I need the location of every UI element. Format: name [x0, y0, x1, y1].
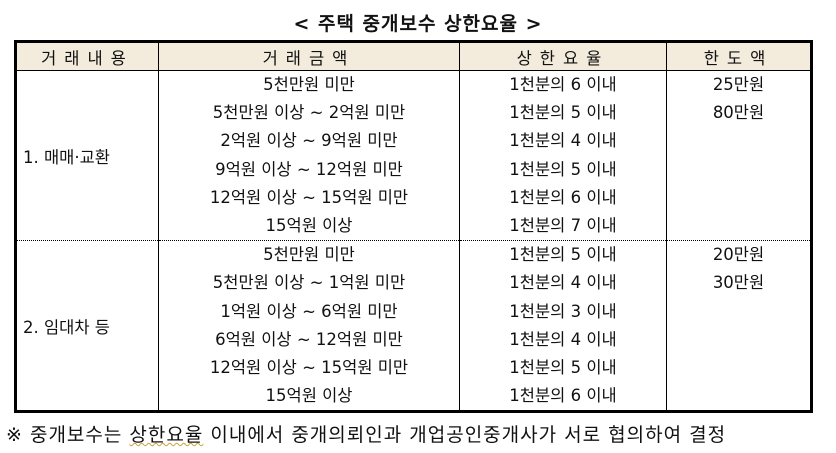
transaction-type-cell: 2. 임대차 등 [15, 240, 159, 412]
limit-cell [666, 353, 812, 383]
footnote: ※ 중개보수는 상한요율 이내에서 중개의뢰인과 개업공인중개사가 서로 협의하… [6, 420, 726, 447]
brokerage-fee-table: 거래내용 거래금액 상한요율 한도액 1. 매매·교환 5천만원 미만 1천분의 6… [14, 40, 813, 414]
table-row: 6억원 이상 ~ 12억원 미만 1천분의 4 이내 [16, 325, 812, 354]
footnote-suffix: 이내에서 중개의뢰인과 개업공인중개사가 서로 협의하여 결정 [203, 424, 727, 446]
rate-cell: 1천분의 3 이내 [459, 297, 667, 326]
amount-cell: 5천만원 미만 [158, 240, 460, 270]
amount-cell: 12억원 이상 ~ 15억원 미만 [158, 353, 460, 383]
rate-cell: 1천분의 6 이내 [459, 183, 667, 212]
table-row: 5천만원 이상 ~ 2억원 미만 1천분의 5 이내 80만원 [16, 99, 812, 128]
amount-cell: 5천만원 미만 [158, 70, 460, 100]
header-transaction-type: 거래내용 [15, 41, 159, 71]
amount-cell: 15억원 이상 [158, 211, 460, 241]
amount-cell: 5천만원 이상 ~ 1억원 미만 [158, 269, 460, 298]
amount-cell: 6억원 이상 ~ 12억원 미만 [158, 325, 460, 354]
table-row: 15억원 이상 1천분의 7 이내 [16, 211, 812, 241]
amount-cell: 5천만원 이상 ~ 2억원 미만 [158, 99, 460, 128]
header-max-rate: 상한요율 [459, 41, 667, 71]
transaction-type-cell: 1. 매매·교환 [15, 70, 159, 241]
rate-cell: 1천분의 6 이내 [459, 70, 667, 100]
rate-cell: 1천분의 5 이내 [459, 99, 667, 128]
rate-cell: 1천분의 4 이내 [459, 127, 667, 156]
table-row: 12억원 이상 ~ 15억원 미만 1천분의 6 이내 [16, 183, 812, 212]
amount-cell: 12억원 이상 ~ 15억원 미만 [158, 183, 460, 212]
footnote-underlined-term: 상한요율 [129, 424, 204, 446]
rate-cell: 1천분의 7 이내 [459, 211, 667, 241]
table-row: 12억원 이상 ~ 15억원 미만 1천분의 5 이내 [16, 353, 812, 383]
rate-cell: 1천분의 5 이내 [459, 240, 667, 270]
limit-cell [666, 211, 812, 241]
header-limit: 한도액 [666, 41, 812, 71]
table-row: 1억원 이상 ~ 6억원 미만 1천분의 3 이내 [16, 297, 812, 326]
table-row: 1. 매매·교환 5천만원 미만 1천분의 6 이내 25만원 [15, 70, 812, 241]
table-row: 15억원 이상 1천분의 6 이내 [16, 382, 812, 412]
limit-cell [666, 297, 812, 326]
rate-cell: 1천분의 6 이내 [459, 382, 667, 412]
limit-cell: 80만원 [666, 99, 812, 128]
rate-cell: 1천분의 4 이내 [459, 269, 667, 298]
table-row: 2. 임대차 등 5천만원 미만 1천분의 5 이내 20만원 [15, 240, 812, 412]
limit-cell: 20만원 [666, 240, 812, 270]
table-row: 9억원 이상 ~ 12억원 미만 1천분의 5 이내 [16, 155, 812, 184]
limit-cell [666, 325, 812, 354]
table-row: 2억원 이상 ~ 9억원 미만 1천분의 4 이내 [16, 127, 812, 156]
limit-cell [666, 183, 812, 212]
amount-cell: 15억원 이상 [158, 382, 460, 412]
rate-cell: 1천분의 4 이내 [459, 325, 667, 354]
amount-cell: 9억원 이상 ~ 12억원 미만 [158, 155, 460, 184]
limit-cell [666, 155, 812, 184]
page-title: < 주택 중개보수 상한요율 > [293, 13, 543, 35]
limit-cell: 30만원 [666, 269, 812, 298]
amount-cell: 1억원 이상 ~ 6억원 미만 [158, 297, 460, 326]
rate-cell: 1천분의 5 이내 [459, 353, 667, 383]
rate-cell: 1천분의 5 이내 [459, 155, 667, 184]
amount-cell: 2억원 이상 ~ 9억원 미만 [158, 127, 460, 156]
header-transaction-amount: 거래금액 [158, 41, 460, 71]
limit-cell: 25만원 [666, 70, 812, 100]
header-row: 거래내용 거래금액 상한요율 한도액 [15, 41, 812, 71]
footnote-prefix: ※ 중개보수는 [6, 424, 130, 446]
limit-cell [666, 127, 812, 156]
limit-cell [666, 382, 812, 412]
table-row: 5천만원 이상 ~ 1억원 미만 1천분의 4 이내 30만원 [16, 269, 812, 298]
